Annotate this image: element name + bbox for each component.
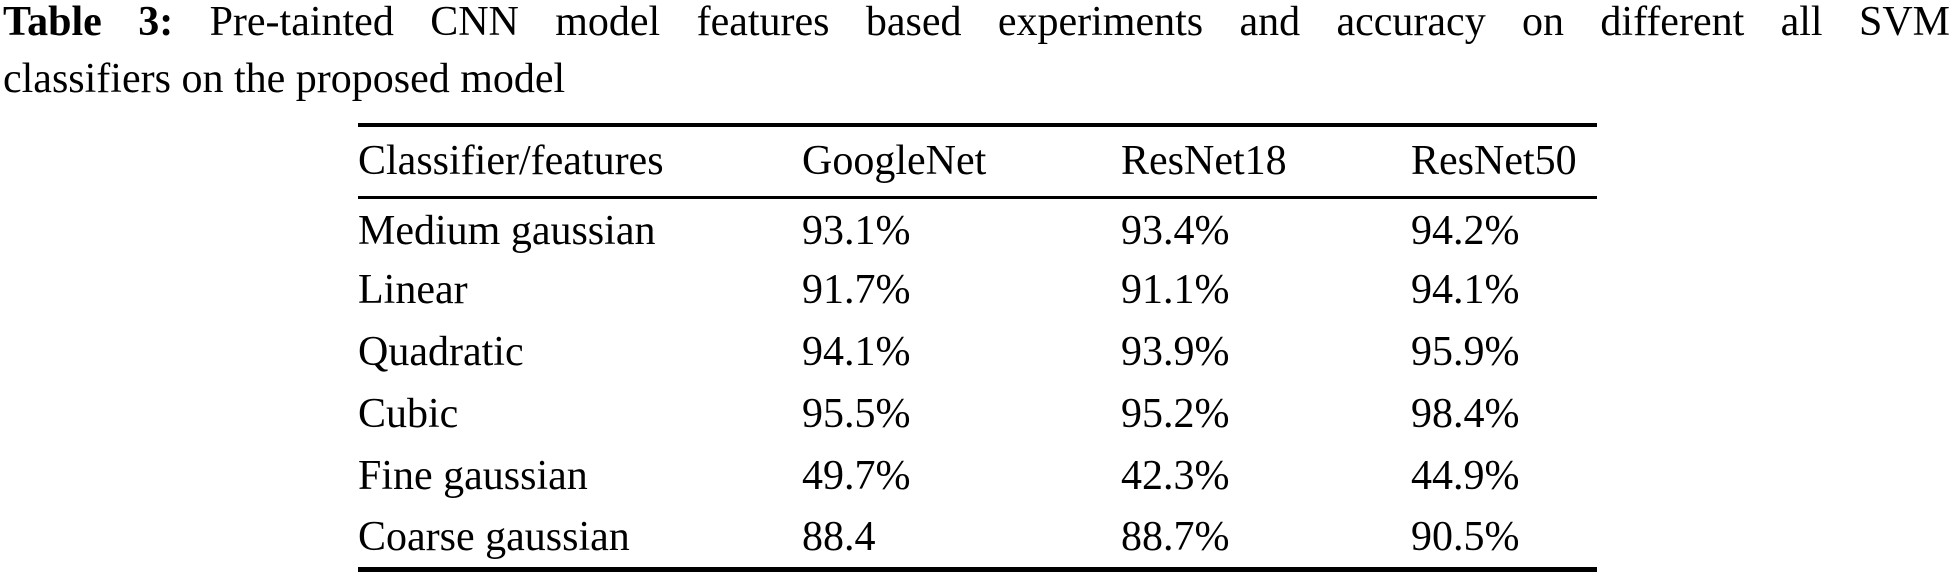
cell-googlenet: 88.4 [802, 513, 876, 560]
cell-classifier: Fine gaussian [358, 453, 588, 499]
cell-resnet50: 98.4% [1411, 391, 1520, 437]
table-row: Quadratic 94.1% 93.9% 95.9% [358, 321, 1597, 383]
cell-resnet50: 94.2% [1411, 207, 1520, 254]
caption-line-2: classifiers on the proposed model [3, 56, 566, 102]
table-row: Fine gaussian 49.7% 42.3% 44.9% [358, 445, 1597, 507]
col-header-resnet18: ResNet18 [1121, 125, 1411, 199]
cell-resnet50: 95.9% [1411, 329, 1520, 375]
table-row: Linear 91.7% 91.1% 94.1% [358, 259, 1597, 321]
cell-resnet18: 88.7% [1121, 513, 1230, 560]
cell-googlenet: 49.7% [802, 453, 911, 499]
table-row: Cubic 95.5% 95.2% 98.4% [358, 383, 1597, 445]
table-row: Coarse gaussian 88.4 88.7% 90.5% [358, 507, 1597, 569]
cell-googlenet: 93.1% [802, 207, 911, 254]
cell-resnet18: 95.2% [1121, 391, 1230, 437]
caption-text: Pre-tainted CNN model features based exp… [209, 0, 1950, 45]
caption-line-1: Table 3: Pre-tainted CNN model features … [3, 0, 1950, 51]
col-header-resnet50: ResNet50 [1411, 125, 1597, 199]
caption-label: Table 3: [3, 0, 174, 45]
cell-googlenet: 91.7% [802, 267, 911, 313]
cell-googlenet: 94.1% [802, 329, 911, 375]
cell-googlenet: 95.5% [802, 391, 911, 437]
cell-resnet50: 44.9% [1411, 453, 1520, 499]
table-caption: Table 3: Pre-tainted CNN model features … [0, 0, 1954, 108]
table-row: Medium gaussian 93.1% 93.4% 94.2% [358, 197, 1597, 259]
cell-classifier: Quadratic [358, 329, 524, 375]
cell-classifier: Linear [358, 267, 468, 313]
col-header-classifier-features: Classifier/features [358, 125, 802, 199]
cell-resnet18: 93.9% [1121, 329, 1230, 375]
cell-resnet18: 91.1% [1121, 267, 1230, 313]
header-row: Classifier/features GoogleNet ResNet18 R… [358, 125, 1597, 199]
results-table: Classifier/features GoogleNet ResNet18 R… [358, 123, 1597, 572]
cell-resnet18: 93.4% [1121, 207, 1230, 254]
cell-classifier: Medium gaussian [358, 207, 656, 254]
col-header-googlenet: GoogleNet [802, 125, 1121, 199]
cell-classifier: Coarse gaussian [358, 513, 630, 560]
cell-classifier: Cubic [358, 391, 459, 437]
cell-resnet50: 90.5% [1411, 513, 1520, 560]
cell-resnet18: 42.3% [1121, 453, 1230, 499]
cell-resnet50: 94.1% [1411, 267, 1520, 313]
